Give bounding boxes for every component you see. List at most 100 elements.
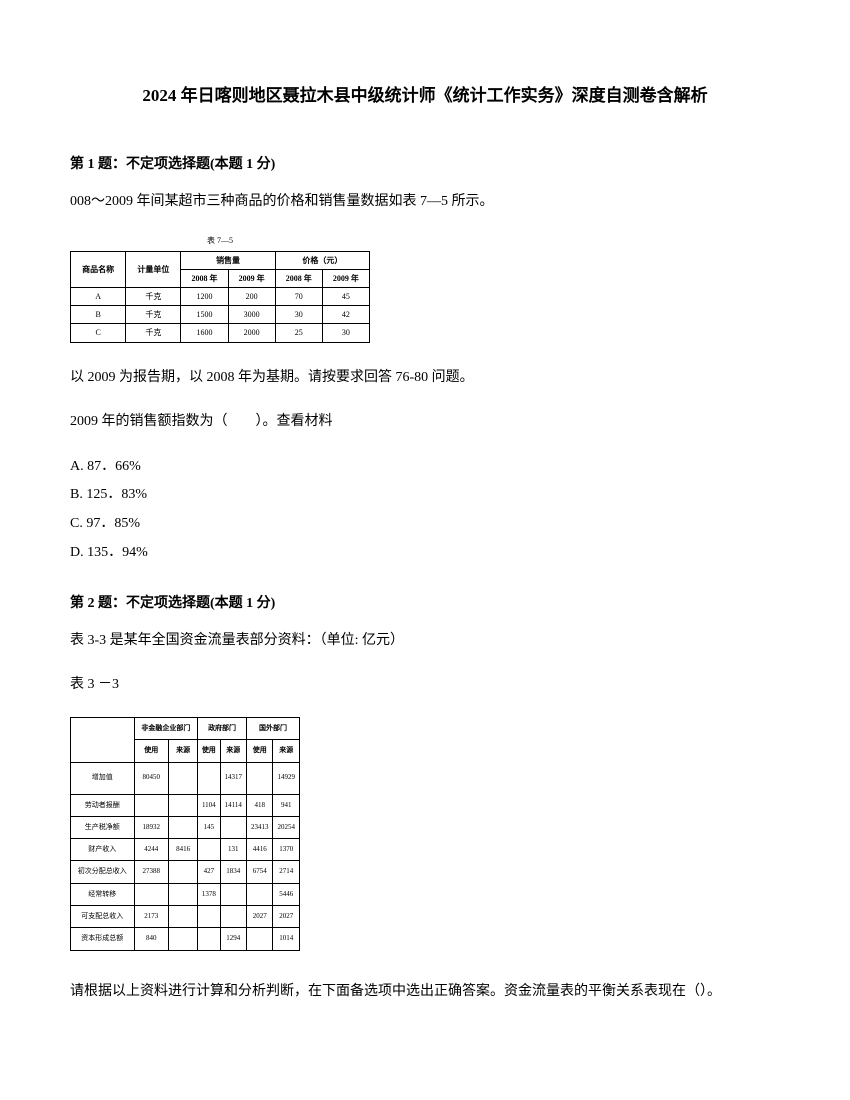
th-use3: 使用 (246, 740, 272, 762)
cell: 18932 (134, 816, 168, 838)
q1-option-d: D. 135．94% (70, 540, 780, 567)
cell (198, 839, 220, 861)
cell: 70 (275, 288, 322, 306)
cell: 1370 (273, 839, 300, 861)
cell: A (71, 288, 126, 306)
cell (198, 762, 220, 794)
cell: 418 (246, 794, 272, 816)
cell: 1294 (220, 928, 246, 950)
q1-option-c: C. 97．85% (70, 511, 780, 538)
cell (198, 928, 220, 950)
cell: 1500 (181, 306, 228, 324)
q1-text-a: 008～2009 年间某超市三种商品的价格和销售量数据如表 7—5 所示。 (70, 189, 780, 216)
cell: 14929 (273, 762, 300, 794)
cell: 30 (322, 324, 369, 342)
cell (198, 906, 220, 928)
page-title: 2024 年日喀则地区聂拉木县中级统计师《统计工作实务》深度自测卷含解析 (70, 80, 780, 112)
th-sales: 销售量 (181, 251, 275, 269)
cell: 2027 (246, 906, 272, 928)
cell: 5446 (273, 883, 300, 905)
cell: B (71, 306, 126, 324)
q1-text-c: 2009 年的销售额指数为（ ）。查看材料 (70, 409, 780, 436)
th-gov: 政府部门 (198, 717, 247, 739)
cell (220, 816, 246, 838)
cell (169, 794, 198, 816)
cell: 1600 (181, 324, 228, 342)
cell: 80450 (134, 762, 168, 794)
q2-text-b: 表 3 －3 (70, 672, 780, 699)
cell (246, 928, 272, 950)
cell: 千克 (126, 324, 181, 342)
cell: 42 (322, 306, 369, 324)
table-row: 可支配总收入 2173 2027 2027 (71, 906, 300, 928)
table-row: 生产税净额 18932 145 23413 20254 (71, 816, 300, 838)
cell: 6754 (246, 861, 272, 883)
th-blank (71, 717, 135, 762)
cell (220, 883, 246, 905)
cell: 840 (134, 928, 168, 950)
cell: 200 (228, 288, 275, 306)
cell: 23413 (246, 816, 272, 838)
cell (169, 861, 198, 883)
cell: 2714 (273, 861, 300, 883)
th-source: 来源 (169, 740, 198, 762)
cell: 1200 (181, 288, 228, 306)
cell: 25 (275, 324, 322, 342)
cell: 2173 (134, 906, 168, 928)
cell: 生产税净额 (71, 816, 135, 838)
q2-header: 第 2 题：不定项选择题(本题 1 分) (70, 591, 780, 618)
cell: 1014 (273, 928, 300, 950)
th-foreign: 国外部门 (246, 717, 299, 739)
cell: 941 (273, 794, 300, 816)
table-row: 增加值 80450 14317 14929 (71, 762, 300, 794)
q1-table-wrap: 表 7—5 商品名称 计量单位 销售量 价格（元） 2008 年 2009 年 … (70, 233, 780, 342)
table-row: 资本形成总额 840 1294 1014 (71, 928, 300, 950)
cell: 千克 (126, 288, 181, 306)
cell (169, 883, 198, 905)
th-2008b: 2008 年 (275, 269, 322, 287)
cell: 145 (198, 816, 220, 838)
table-row: A 千克 1200 200 70 45 (71, 288, 370, 306)
q1-option-a: A. 87．66% (70, 454, 780, 481)
cell: 资本形成总额 (71, 928, 135, 950)
table-caption: 表 7—5 (70, 233, 370, 248)
cell: 131 (220, 839, 246, 861)
th-2009b: 2009 年 (322, 269, 369, 287)
table-row: C 千克 1600 2000 25 30 (71, 324, 370, 342)
cell: 2000 (228, 324, 275, 342)
table-7-5: 表 7—5 商品名称 计量单位 销售量 价格（元） 2008 年 2009 年 … (70, 233, 370, 342)
cell: 14114 (220, 794, 246, 816)
cell: 20254 (273, 816, 300, 838)
cell: C (71, 324, 126, 342)
cell: 8416 (169, 839, 198, 861)
q2-text-c: 请根据以上资料进行计算和分析判断，在下面备选项中选出正确答案。资金流量表的平衡关… (70, 979, 780, 1006)
table-3-3: 非金融企业部门 政府部门 国外部门 使用 来源 使用 来源 使用 来源 增加值 … (70, 717, 300, 951)
th-item: 商品名称 (71, 251, 126, 287)
cell: 可支配总收入 (71, 906, 135, 928)
cell: 4244 (134, 839, 168, 861)
q1-header: 第 1 题：不定项选择题(本题 1 分) (70, 152, 780, 179)
th-price: 价格（元） (275, 251, 369, 269)
cell: 2027 (273, 906, 300, 928)
cell: 财产收入 (71, 839, 135, 861)
cell (169, 906, 198, 928)
cell: 1104 (198, 794, 220, 816)
cell: 初次分配总收入 (71, 861, 135, 883)
q1-text-b: 以 2009 为报告期，以 2008 年为基期。请按要求回答 76-80 问题。 (70, 365, 780, 392)
th-2009: 2009 年 (228, 269, 275, 287)
cell (134, 883, 168, 905)
cell: 30 (275, 306, 322, 324)
th-2008: 2008 年 (181, 269, 228, 287)
th-nonfin: 非金融企业部门 (134, 717, 198, 739)
cell: 1378 (198, 883, 220, 905)
table-row: B 千克 1500 3000 30 42 (71, 306, 370, 324)
cell (169, 816, 198, 838)
q1-option-b: B. 125．83% (70, 482, 780, 509)
cell: 增加值 (71, 762, 135, 794)
cell: 45 (322, 288, 369, 306)
th-use2: 使用 (198, 740, 220, 762)
cell (169, 928, 198, 950)
table-row: 经常转移 1378 5446 (71, 883, 300, 905)
cell: 4416 (246, 839, 272, 861)
table-row: 非金融企业部门 政府部门 国外部门 (71, 717, 300, 739)
